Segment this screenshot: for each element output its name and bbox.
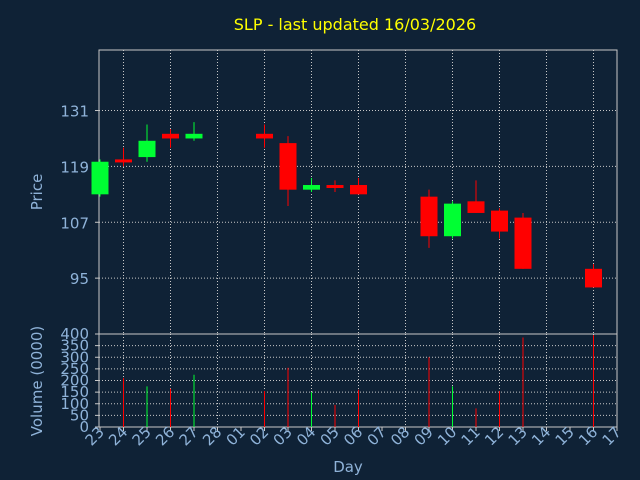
volume-tick-label: 300 bbox=[60, 348, 89, 366]
volume-axis-label: Volume (0000) bbox=[28, 326, 46, 436]
volume-tick-label: 150 bbox=[60, 383, 89, 401]
price-tick-label: 107 bbox=[60, 214, 89, 232]
price-axis-label: Price bbox=[28, 174, 46, 211]
candle-body bbox=[350, 185, 367, 195]
volume-tick-label: 200 bbox=[60, 372, 89, 390]
volume-tick-label: 50 bbox=[70, 406, 89, 424]
x-axis: 2324252627280102030405060708091011121314… bbox=[82, 423, 625, 449]
volume-tick-label: 0 bbox=[79, 418, 89, 436]
candle-body bbox=[514, 217, 532, 269]
price-tick-label: 131 bbox=[60, 103, 89, 121]
candle-body bbox=[115, 159, 132, 163]
chart-title: SLP - last updated 16/03/2026 bbox=[234, 15, 476, 34]
candle-body bbox=[444, 203, 461, 237]
volume-tick-label: 100 bbox=[60, 395, 89, 413]
volume-tick-label: 350 bbox=[60, 337, 89, 355]
candle-body bbox=[138, 140, 156, 158]
candle-body bbox=[491, 210, 508, 232]
price-panel: 95 107 119 131 bbox=[60, 49, 618, 335]
candle-body bbox=[420, 196, 438, 237]
x-axis-label: Day bbox=[333, 458, 363, 476]
price-tick-label: 119 bbox=[60, 158, 89, 176]
price-tick-label: 95 bbox=[70, 270, 89, 288]
candle-body bbox=[279, 143, 297, 190]
candle-body bbox=[303, 185, 320, 190]
candle-body bbox=[185, 133, 203, 139]
volume-tick-label: 400 bbox=[60, 325, 89, 343]
candle-body bbox=[585, 268, 602, 288]
candle-body bbox=[326, 185, 344, 189]
candle-body bbox=[91, 161, 109, 195]
candle-body bbox=[467, 201, 485, 213]
candle-body bbox=[162, 133, 179, 139]
candle-body bbox=[256, 133, 273, 139]
volume-tick-label: 250 bbox=[60, 360, 89, 378]
